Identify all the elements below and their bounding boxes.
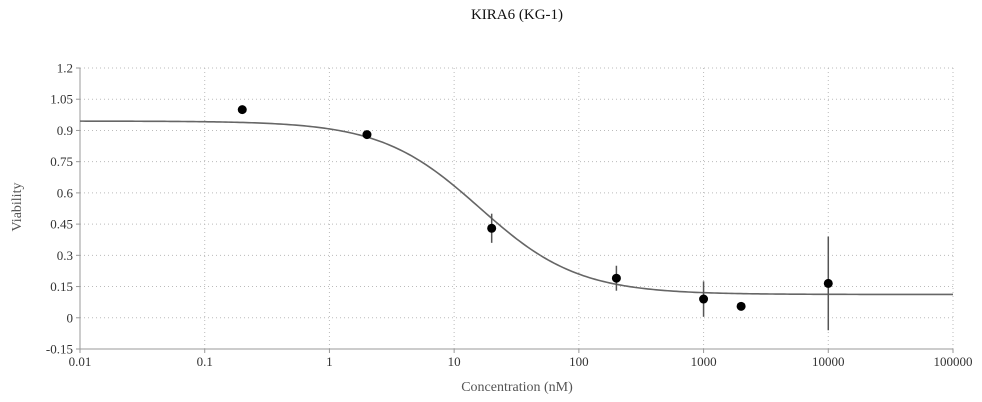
data-point	[699, 294, 709, 304]
x-axis-ticks: 0.01 0.1 1 10 100 1000 10000 100000	[69, 349, 973, 369]
y-tick-label: 1.2	[57, 61, 73, 76]
data-point	[736, 301, 746, 311]
x-tick-label: 0.01	[69, 354, 92, 369]
x-tick-label: 0.1	[197, 354, 213, 369]
data-point	[237, 105, 247, 115]
y-tick-label: 0.9	[57, 123, 73, 138]
fit-curve	[80, 120, 953, 296]
y-tick-label: 0	[67, 310, 74, 325]
y-tick-label: -0.15	[46, 342, 73, 357]
x-axis-label: Concentration (nM)	[461, 380, 573, 395]
data-point	[611, 273, 621, 283]
data-point	[823, 278, 833, 288]
data-point	[487, 223, 497, 233]
y-axis-ticks: -0.15 0 0.15 0.3 0.45 0.6 0.75 0.9 1.05 1.2	[46, 61, 80, 357]
x-tick-label: 1	[326, 354, 333, 369]
error-bars	[366, 130, 830, 331]
x-tick-label: 100000	[934, 354, 973, 369]
y-tick-label: 1.05	[50, 92, 73, 107]
y-tick-label: 0.75	[50, 154, 73, 169]
y-tick-label: 0.15	[50, 279, 73, 294]
y-tick-label: 0.3	[57, 248, 73, 263]
data-points	[237, 105, 833, 311]
y-axis-label: Viability	[10, 183, 25, 232]
y-tick-label: 0.45	[50, 217, 73, 232]
y-tick-label: 0.6	[57, 185, 74, 200]
x-tick-label: 1000	[691, 354, 717, 369]
axes	[79, 68, 953, 350]
grid	[79, 67, 954, 350]
x-tick-label: 10	[448, 354, 461, 369]
x-tick-label: 100	[569, 354, 589, 369]
x-tick-label: 10000	[812, 354, 845, 369]
chart-title: KIRA6 (KG-1)	[471, 7, 563, 23]
data-point	[362, 130, 372, 140]
